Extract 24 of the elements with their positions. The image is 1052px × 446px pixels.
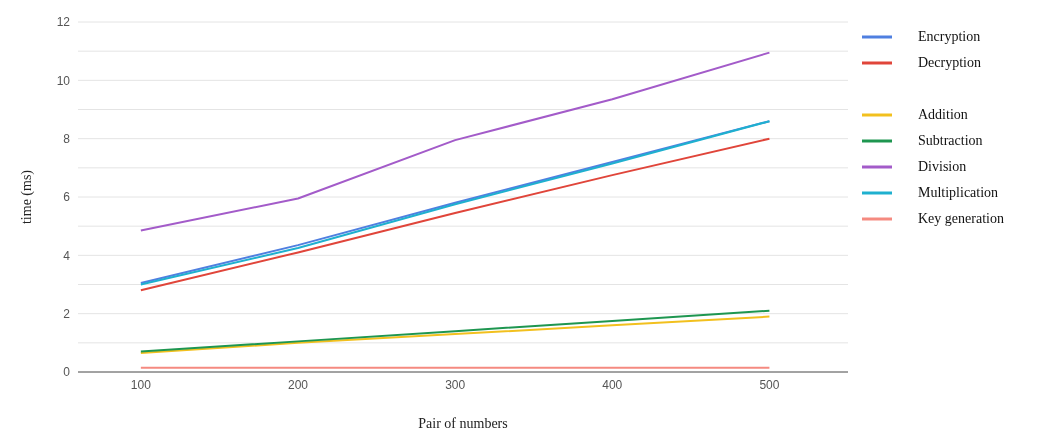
y-tick-label: 2 <box>63 306 71 321</box>
x-tick-label: 200 <box>287 377 309 392</box>
x-tick-label: 300 <box>445 377 466 392</box>
x-axis-title: Pair of numbers <box>418 416 508 431</box>
legend-label: Encryption <box>918 29 981 45</box>
x-tick-label: 500 <box>759 377 780 392</box>
legend-label: Subtraction <box>918 133 983 149</box>
legend-label: Division <box>918 159 967 175</box>
y-tick-label: 6 <box>63 190 71 205</box>
line-series <box>139 309 771 353</box>
y-tick-label: 10 <box>56 73 71 88</box>
y-tick-label: 4 <box>63 248 71 263</box>
legend-label: Key generation <box>918 211 1004 227</box>
legend-label: Addition <box>918 107 968 123</box>
legend-label: Multiplication <box>918 185 999 201</box>
x-tick-label: 400 <box>602 377 623 392</box>
y-tick-label: 12 <box>56 15 71 30</box>
line-series <box>139 51 771 232</box>
line-series <box>139 315 771 355</box>
y-tick-label: 0 <box>63 365 71 380</box>
legend-label: Decryption <box>918 55 981 71</box>
x-tick-label: 100 <box>130 377 152 392</box>
y-axis-title: time (ms) <box>18 169 35 225</box>
y-tick-label: 8 <box>63 131 71 146</box>
